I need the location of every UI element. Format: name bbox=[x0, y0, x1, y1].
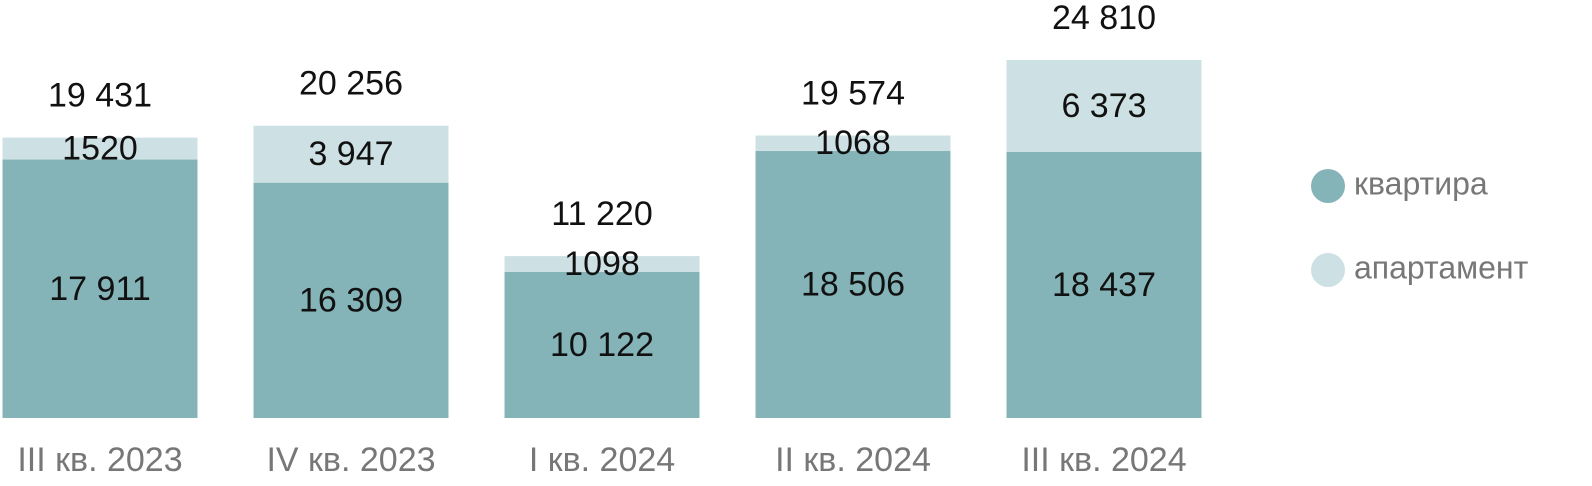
legend-label: квартира bbox=[1354, 165, 1488, 201]
bar-segment bbox=[1006, 151, 1202, 418]
bar-segment bbox=[755, 150, 951, 419]
data-label: 18 506 bbox=[801, 265, 905, 303]
bar-segment bbox=[504, 256, 700, 272]
data-label: 3 947 bbox=[308, 135, 393, 173]
x-tick-label: III кв. 2023 bbox=[17, 441, 182, 479]
total-label: 24 810 bbox=[1052, 0, 1156, 37]
total-label: 11 220 bbox=[551, 195, 652, 233]
legend-swatch bbox=[1311, 169, 1345, 203]
data-label: 1520 bbox=[62, 130, 138, 168]
total-label: 20 256 bbox=[299, 65, 403, 103]
legend-swatch bbox=[1311, 253, 1345, 287]
data-label: 18 437 bbox=[1052, 266, 1156, 304]
bar-segment bbox=[2, 137, 198, 160]
data-label: 17 911 bbox=[49, 270, 150, 308]
x-tick-label: IV кв. 2023 bbox=[266, 441, 435, 479]
bar-segment bbox=[253, 182, 449, 418]
x-tick-label: I кв. 2024 bbox=[529, 441, 675, 479]
data-label: 16 309 bbox=[299, 281, 403, 319]
x-tick-label: III кв. 2024 bbox=[1021, 441, 1186, 479]
total-label: 19 574 bbox=[801, 75, 905, 113]
total-label: 19 431 bbox=[48, 77, 152, 115]
data-label: 10 122 bbox=[550, 326, 654, 364]
bar-segment bbox=[2, 159, 198, 418]
x-tick-label: II кв. 2024 bbox=[775, 441, 931, 479]
bar-segment bbox=[755, 135, 951, 151]
data-label: 1068 bbox=[815, 124, 891, 162]
data-label: 1098 bbox=[564, 245, 640, 283]
bar-segment bbox=[253, 125, 449, 183]
legend-label: апартамент bbox=[1354, 249, 1529, 285]
data-label: 6 373 bbox=[1061, 87, 1146, 125]
bar-segment bbox=[1006, 60, 1202, 152]
bar-segment bbox=[504, 271, 700, 418]
